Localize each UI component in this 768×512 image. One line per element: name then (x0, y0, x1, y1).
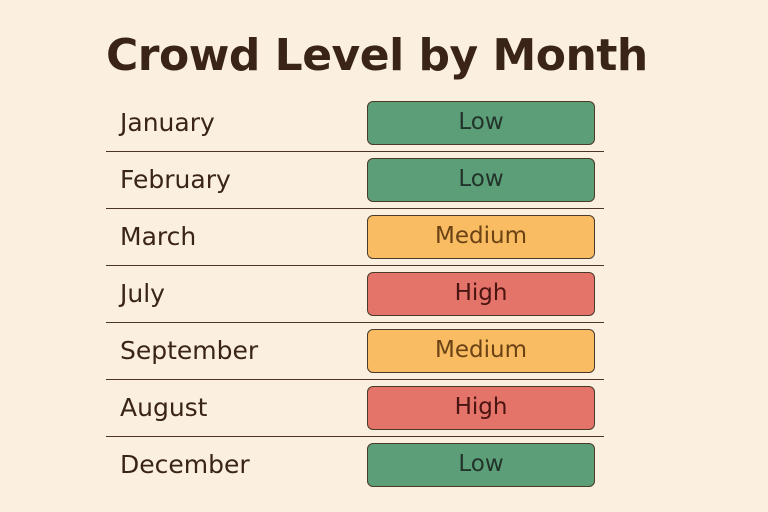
crowd-level-badge: Low (367, 443, 595, 487)
month-label: August (120, 393, 208, 422)
crowd-level-badge: Low (367, 158, 595, 202)
crowd-level-badge: Medium (367, 329, 595, 373)
table-row: March Medium (106, 209, 604, 266)
month-label: February (120, 165, 231, 194)
table-row: January Low (106, 95, 604, 152)
crowd-level-table: January Low February Low March Medium Ju… (106, 95, 604, 494)
table-row: December Low (106, 437, 604, 494)
table-row: July High (106, 266, 604, 323)
month-label: March (120, 222, 197, 251)
crowd-level-badge: High (367, 272, 595, 316)
page-title: Crowd Level by Month (106, 30, 648, 81)
month-label: September (120, 336, 259, 365)
month-label: January (120, 108, 215, 137)
table-row: September Medium (106, 323, 604, 380)
crowd-level-badge: Low (367, 101, 595, 145)
crowd-level-badge: Medium (367, 215, 595, 259)
month-label: December (120, 450, 250, 479)
crowd-level-badge: High (367, 386, 595, 430)
table-row: February Low (106, 152, 604, 209)
month-label: July (120, 279, 165, 308)
table-row: August High (106, 380, 604, 437)
